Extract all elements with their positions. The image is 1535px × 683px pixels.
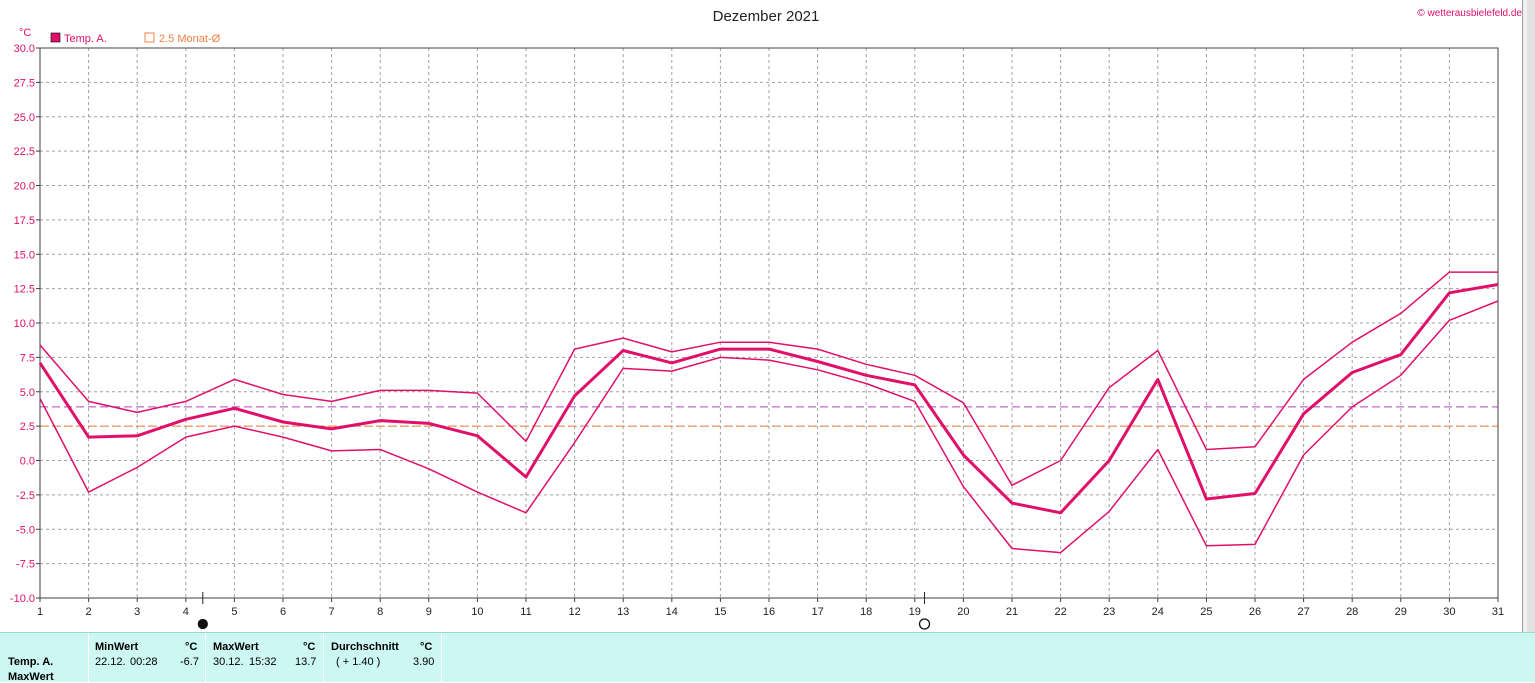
y-tick-label: 12.5 [14,284,35,296]
max-time: 15:32 [249,656,277,668]
x-tick-label: 6 [280,606,286,618]
x-tick-label: 23 [1103,606,1115,618]
y-tick-label: 7.5 [20,352,35,364]
x-tick-label: 2 [86,606,92,618]
x-tick-label: 21 [1006,606,1018,618]
avg-value: 3.90 [413,656,435,668]
stats-row2-label: MaxWert [8,671,54,683]
x-tick-label: 14 [666,606,678,618]
x-tick-label: 28 [1346,606,1358,618]
y-tick-label: -7.5 [16,559,35,571]
legend-temp-label: Temp. A. [64,33,107,45]
x-tick-label: 19 [909,606,921,618]
full-moon-icon [918,618,931,630]
chart-title: Dezember 2021 [713,8,820,25]
x-tick-label: 29 [1395,606,1407,618]
y-tick-label: 0.0 [20,456,35,468]
y-axis-unit: °C [19,27,31,39]
series-line-1 [39,271,1498,487]
y-tick-label: -5.0 [16,524,35,536]
x-tick-label: 1 [37,606,43,618]
y-tick-label: 22.5 [14,146,35,158]
x-tick-label: 20 [957,606,969,618]
max-header: MaxWert [213,641,259,653]
x-tick-label: 11 [520,606,531,618]
x-tick-label: 7 [329,606,335,618]
x-tick-label: 5 [231,606,237,618]
min-time: 00:28 [130,656,158,668]
max-date: 30.12. [213,656,244,668]
x-tick-label: 30 [1443,606,1455,618]
max-unit: °C [303,641,316,653]
y-tick-label: -10.0 [10,593,35,605]
legend-temp-marker [50,32,61,43]
legend-avg-marker [144,32,155,43]
y-tick-label: 10.0 [14,318,35,330]
x-tick-label: 24 [1152,606,1164,618]
y-tick-label: 17.5 [14,215,35,227]
x-tick-label: 10 [471,606,483,618]
series-line-2 [39,300,1499,554]
avg-header: Durchschnitt [331,641,399,653]
x-tick-label: 13 [617,606,629,618]
y-tick-label: 20.0 [14,181,35,193]
x-tick-label: 27 [1297,606,1309,618]
moon-phase-markers [197,592,931,630]
x-tick-label: 8 [377,606,383,618]
x-tick-label: 25 [1200,606,1212,618]
y-tick-label: -2.5 [16,490,35,502]
x-tick-label: 17 [811,606,823,618]
y-tick-label: 15.0 [14,249,35,261]
min-header: MinWert [95,641,139,653]
x-tick-label: 22 [1054,606,1066,618]
stats-panel: Temp. A. MaxWert MinWert °C 22.12. 00:28… [0,632,1535,683]
x-tick-label: 18 [860,606,872,618]
new-moon-icon [197,618,208,630]
chart-series [38,271,1499,554]
x-axis-ticks: 1 2 3 4 5 6 7 8 9 10 11 12 13 14 15 16 17 18 19 20 21 22 23 24 2… [37,598,1504,618]
legend-avg-label: 2.5 Monat-Ø [159,33,221,45]
temperature-chart: Dezember 2021 © wetterausbielefeld.de °C… [10,8,1522,630]
x-tick-label: 9 [426,606,432,618]
x-tick-label: 12 [568,606,580,618]
y-axis-ticks: 30.0 27.5 25.0 22.5 20.0 17.5 15.0 12.5 10.0 7.5 5… [10,43,40,605]
x-tick-label: 4 [183,606,189,618]
legend: Temp. A. 2.5 Monat-Ø [50,32,221,45]
min-date: 22.12. [95,656,126,668]
avg-diff: ( + 1.40 ) [336,656,381,668]
y-tick-label: 25.0 [14,112,35,124]
min-value: -6.7 [180,656,199,668]
y-tick-label: 27.5 [14,77,35,89]
reference-lines [40,406,1498,427]
x-tick-label: 31 [1492,606,1504,618]
max-value: 13.7 [295,656,317,668]
y-tick-label: 5.0 [20,387,35,399]
min-unit: °C [185,641,198,653]
copyright-link[interactable]: © wetterausbielefeld.de [1417,8,1522,19]
x-tick-label: 3 [134,606,140,618]
y-tick-label: 2.5 [20,421,35,433]
x-tick-label: 15 [714,606,726,618]
x-tick-label: 26 [1249,606,1261,618]
avg-unit: °C [420,641,433,653]
series-line-0 [38,283,1499,515]
chart-grid [40,48,1498,598]
stats-row-label: Temp. A. [8,656,54,668]
y-tick-label: 30.0 [14,43,35,55]
x-tick-label: 16 [763,606,775,618]
window-edge [1522,0,1535,632]
